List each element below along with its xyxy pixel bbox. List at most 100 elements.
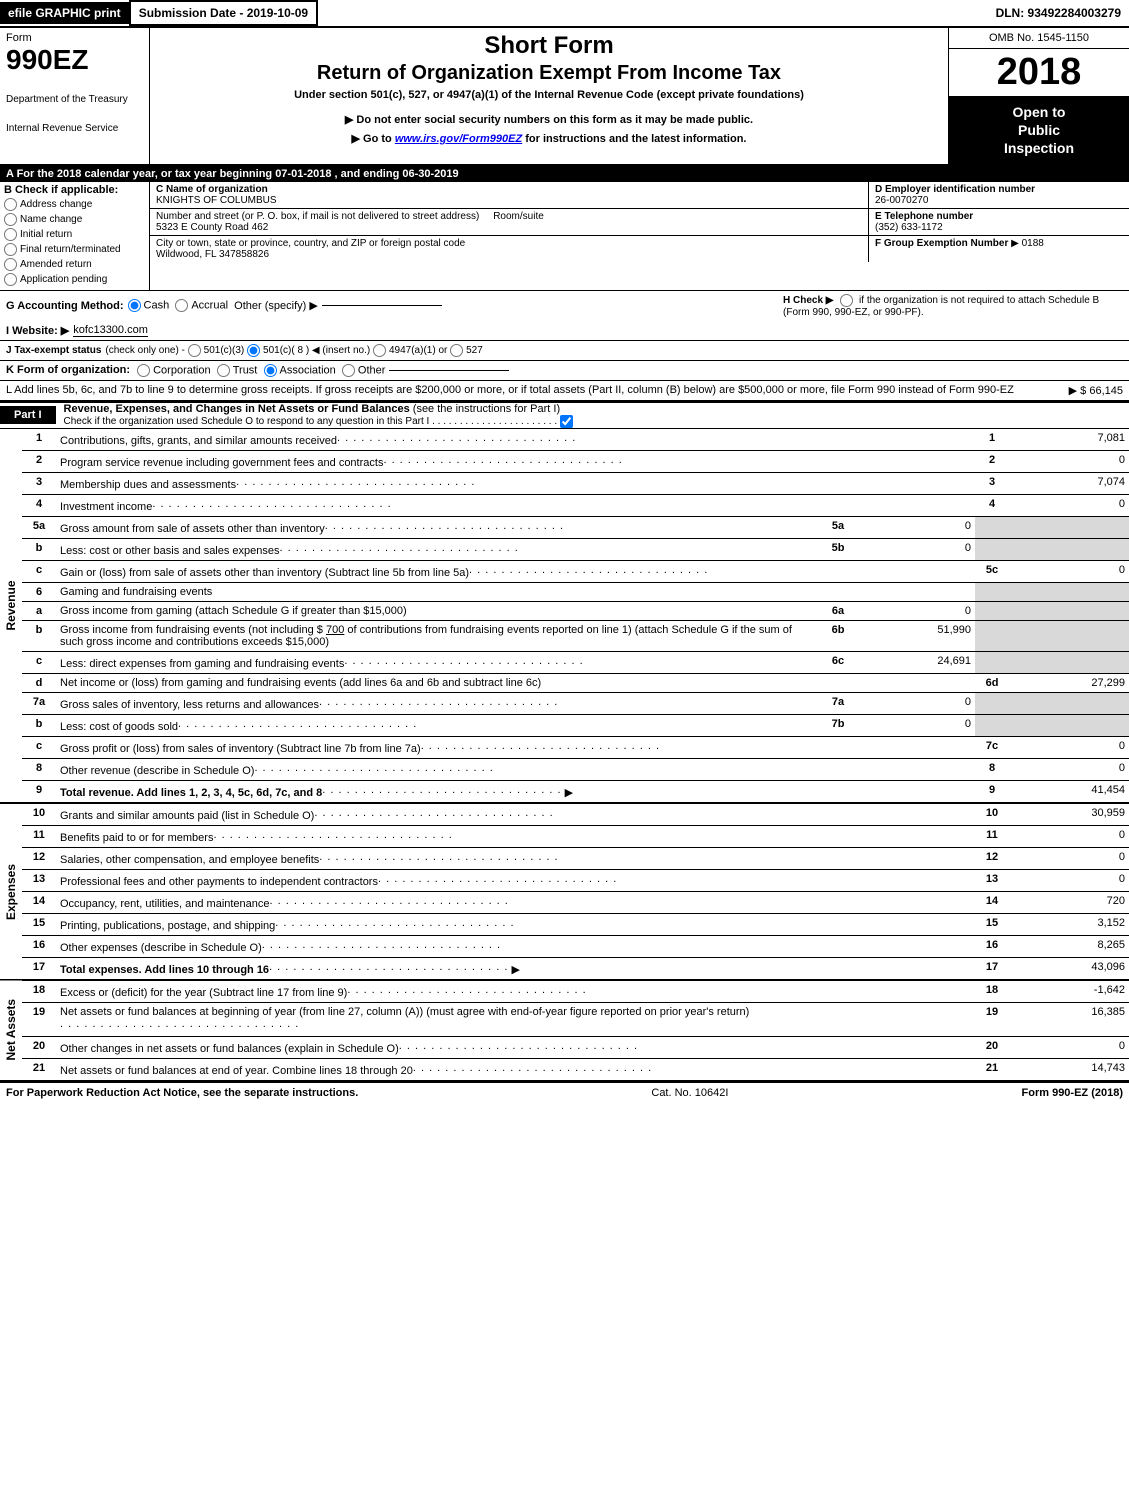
tax-exempt-label: J Tax-exempt status (6, 345, 101, 356)
line-19-num: 19 (22, 1002, 56, 1036)
line-5c-amt: 0 (1009, 560, 1129, 582)
line-21: 21 Net assets or fund balances at end of… (0, 1058, 1129, 1080)
line-12: 12 Salaries, other compensation, and emp… (0, 847, 1129, 869)
line-5a-sn: 5a (821, 516, 855, 538)
line-14: 14 Occupancy, rent, utilities, and maint… (0, 891, 1129, 913)
acct-cash[interactable]: Cash (128, 299, 170, 312)
line-6c: c Less: direct expenses from gaming and … (0, 651, 1129, 673)
line-6b-sn: 6b (821, 620, 855, 651)
line-14-amt: 720 (1009, 891, 1129, 913)
part1-label: Part I (0, 406, 56, 424)
org-trust[interactable]: Trust (217, 364, 258, 377)
line-7a-samt: 0 (855, 692, 975, 714)
line-7c: c Gross profit or (loss) from sales of i… (0, 736, 1129, 758)
line-21-num: 21 (22, 1058, 56, 1080)
line-15: 15 Printing, publications, postage, and … (0, 913, 1129, 935)
line-15-num: 15 (22, 913, 56, 935)
org-association[interactable]: Association (264, 364, 336, 377)
efile-label: efile GRAPHIC print (0, 2, 129, 24)
line-17-num: 17 (22, 957, 56, 980)
row-j: J Tax-exempt status (check only one) - 5… (0, 341, 1129, 361)
ein-cell: D Employer identification number 26-0070… (869, 182, 1129, 208)
submission-date: Submission Date - 2019-10-09 (129, 0, 318, 26)
tel-cell: E Telephone number (352) 633-1172 (869, 209, 1129, 235)
line-7b-desc: Less: cost of goods sold (60, 721, 178, 733)
line-6b-desc1: Gross income from fundraising events (no… (60, 624, 326, 636)
line-20-amt: 0 (1009, 1036, 1129, 1058)
chk-schedule-b[interactable] (840, 294, 853, 307)
line-6: 6 Gaming and fundraising events (0, 582, 1129, 601)
line-8: 8 Other revenue (describe in Schedule O)… (0, 758, 1129, 780)
status-527[interactable]: 527 (450, 344, 483, 357)
line-7a-num: 7a (22, 692, 56, 714)
org-corporation[interactable]: Corporation (137, 364, 210, 377)
line-18: Net Assets 18 Excess or (deficit) for th… (0, 980, 1129, 1003)
line-9-num: 9 (22, 780, 56, 803)
line-5a-samt: 0 (855, 516, 975, 538)
short-form-title: Short Form (160, 32, 938, 60)
line-5b-grey (975, 538, 1009, 560)
line-18-amt: -1,642 (1009, 980, 1129, 1003)
line-11-desc: Benefits paid to or for members (60, 832, 213, 844)
line-19-rnum: 19 (975, 1002, 1009, 1036)
status-501c3[interactable]: 501(c)(3) (188, 344, 245, 357)
line-19-desc: Net assets or fund balances at beginning… (60, 1006, 749, 1018)
chk-final-return[interactable]: Final return/terminated (4, 243, 145, 256)
status-4947[interactable]: 4947(a)(1) or (373, 344, 447, 357)
line-20-num: 20 (22, 1036, 56, 1058)
row-l-text: L Add lines 5b, 6c, and 7b to line 9 to … (6, 384, 1061, 396)
line-15-rnum: 15 (975, 913, 1009, 935)
chk-application-pending[interactable]: Application pending (4, 273, 145, 286)
line-7a-sn: 7a (821, 692, 855, 714)
footer: For Paperwork Reduction Act Notice, see … (0, 1081, 1129, 1103)
line-13: 13 Professional fees and other payments … (0, 869, 1129, 891)
line-7b-samt: 0 (855, 714, 975, 736)
form-header: Form 990EZ Department of the Treasury In… (0, 28, 1129, 166)
line-7b-sn: 7b (821, 714, 855, 736)
tax-exempt-sub: (check only one) - (105, 345, 184, 356)
line-10-rnum: 10 (975, 803, 1009, 826)
acct-accrual[interactable]: Accrual (175, 299, 228, 312)
irs-link[interactable]: www.irs.gov/Form990EZ (395, 133, 522, 145)
line-17-desc: Total expenses. Add lines 10 through 16 (60, 964, 269, 976)
chk-name-change[interactable]: Name change (4, 213, 145, 226)
line-6b-num: b (22, 620, 56, 651)
line-7a-greyamt (1009, 692, 1129, 714)
org-name-label: C Name of organization (156, 184, 268, 195)
line-21-rnum: 21 (975, 1058, 1009, 1080)
form-word: Form (6, 32, 143, 44)
line-3-amt: 7,074 (1009, 472, 1129, 494)
address-cell: Number and street (or P. O. box, if mail… (150, 209, 869, 235)
line-16-amt: 8,265 (1009, 935, 1129, 957)
part1-title-wrap: Revenue, Expenses, and Changes in Net As… (64, 403, 576, 428)
chk-initial-return[interactable]: Initial return (4, 228, 145, 241)
city-label: City or town, state or province, country… (156, 238, 465, 249)
line-8-desc: Other revenue (describe in Schedule O) (60, 765, 254, 777)
org-other-blank[interactable] (389, 370, 509, 371)
line-13-amt: 0 (1009, 869, 1129, 891)
header-right: OMB No. 1545-1150 2018 Open to Public In… (949, 28, 1129, 164)
part1-check-line: Check if the organization used Schedule … (64, 415, 576, 428)
line-6d-rnum: 6d (975, 673, 1009, 692)
line-2-amt: 0 (1009, 450, 1129, 472)
footer-left: For Paperwork Reduction Act Notice, see … (6, 1087, 358, 1099)
status-501c[interactable]: 501(c)( 8 ) ◀ (insert no.) (247, 344, 370, 357)
info-grid: B Check if applicable: Address change Na… (0, 182, 1129, 291)
line-6d-desc: Net income or (loss) from gaming and fun… (60, 677, 541, 689)
irs-label: Internal Revenue Service (6, 123, 143, 134)
line-7a-grey (975, 692, 1009, 714)
chk-schedule-o[interactable] (560, 415, 573, 428)
line-11-amt: 0 (1009, 825, 1129, 847)
acct-other-blank[interactable] (322, 305, 442, 306)
ssn-warning: ▶ Do not enter social security numbers o… (160, 113, 938, 126)
line-4-rnum: 4 (975, 494, 1009, 516)
omb-number: OMB No. 1545-1150 (949, 28, 1129, 49)
accounting-label: G Accounting Method: (6, 300, 124, 312)
website-value: kofc13300.com (73, 324, 148, 337)
chk-address-change[interactable]: Address change (4, 198, 145, 211)
line-5b-sn: 5b (821, 538, 855, 560)
chk-amended-return[interactable]: Amended return (4, 258, 145, 271)
line-6-greyamt (1009, 582, 1129, 601)
org-other[interactable]: Other (342, 364, 386, 377)
line-5c: c Gain or (loss) from sale of assets oth… (0, 560, 1129, 582)
